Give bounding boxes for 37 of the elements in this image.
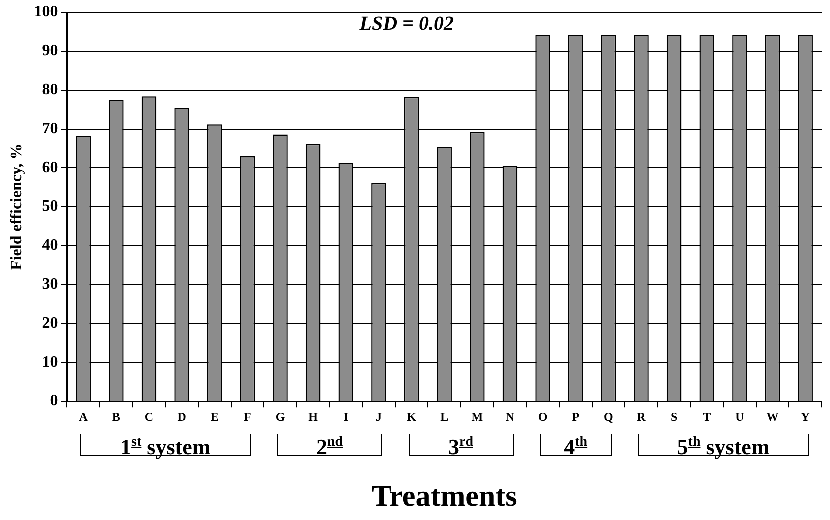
x-tick-label: F [244,410,252,424]
y-tick-label: 40 [42,237,58,254]
x-tick-label: P [572,410,580,424]
y-axis-title: Field efficiency, % [8,144,26,270]
x-tick-label: L [440,410,449,424]
x-tick-label: N [506,410,515,424]
x-tick-label: W [766,410,779,424]
x-tick-label: U [736,410,745,424]
x-tick-label: H [308,410,319,424]
x-tick-label: J [376,410,382,424]
x-tick-label: Y [801,410,810,424]
y-tick-label: 30 [42,276,58,294]
y-tick-label: 10 [42,354,58,371]
x-axis-title: Treatments [372,480,518,513]
y-tick-label: 100 [34,4,58,21]
x-tick-label: G [276,410,286,424]
x-tick-label: M [472,410,484,424]
x-tick-label: O [538,410,548,424]
y-tick-label: 90 [42,42,58,60]
x-tick-label: T [703,410,712,424]
x-tick-label: R [637,410,646,424]
annotation: LSD = 0.02 [358,12,454,35]
y-tick-label: 20 [42,314,58,332]
x-tick-label: S [670,410,678,424]
y-tick-label: 50 [42,198,58,216]
x-tick-label: C [144,410,154,424]
x-tick-label: A [79,410,88,424]
y-tick-label: 70 [42,120,58,138]
x-tick-label: K [407,410,418,424]
y-tick-label: 0 [50,392,58,410]
x-tick-label: Q [604,410,614,424]
x-tick-label: I [344,410,349,424]
y-tick-label: 80 [42,82,58,99]
x-tick-label: E [210,410,219,424]
y-tick-label: 60 [42,159,58,176]
x-tick-label: B [112,410,120,424]
x-tick-label: D [178,410,187,424]
